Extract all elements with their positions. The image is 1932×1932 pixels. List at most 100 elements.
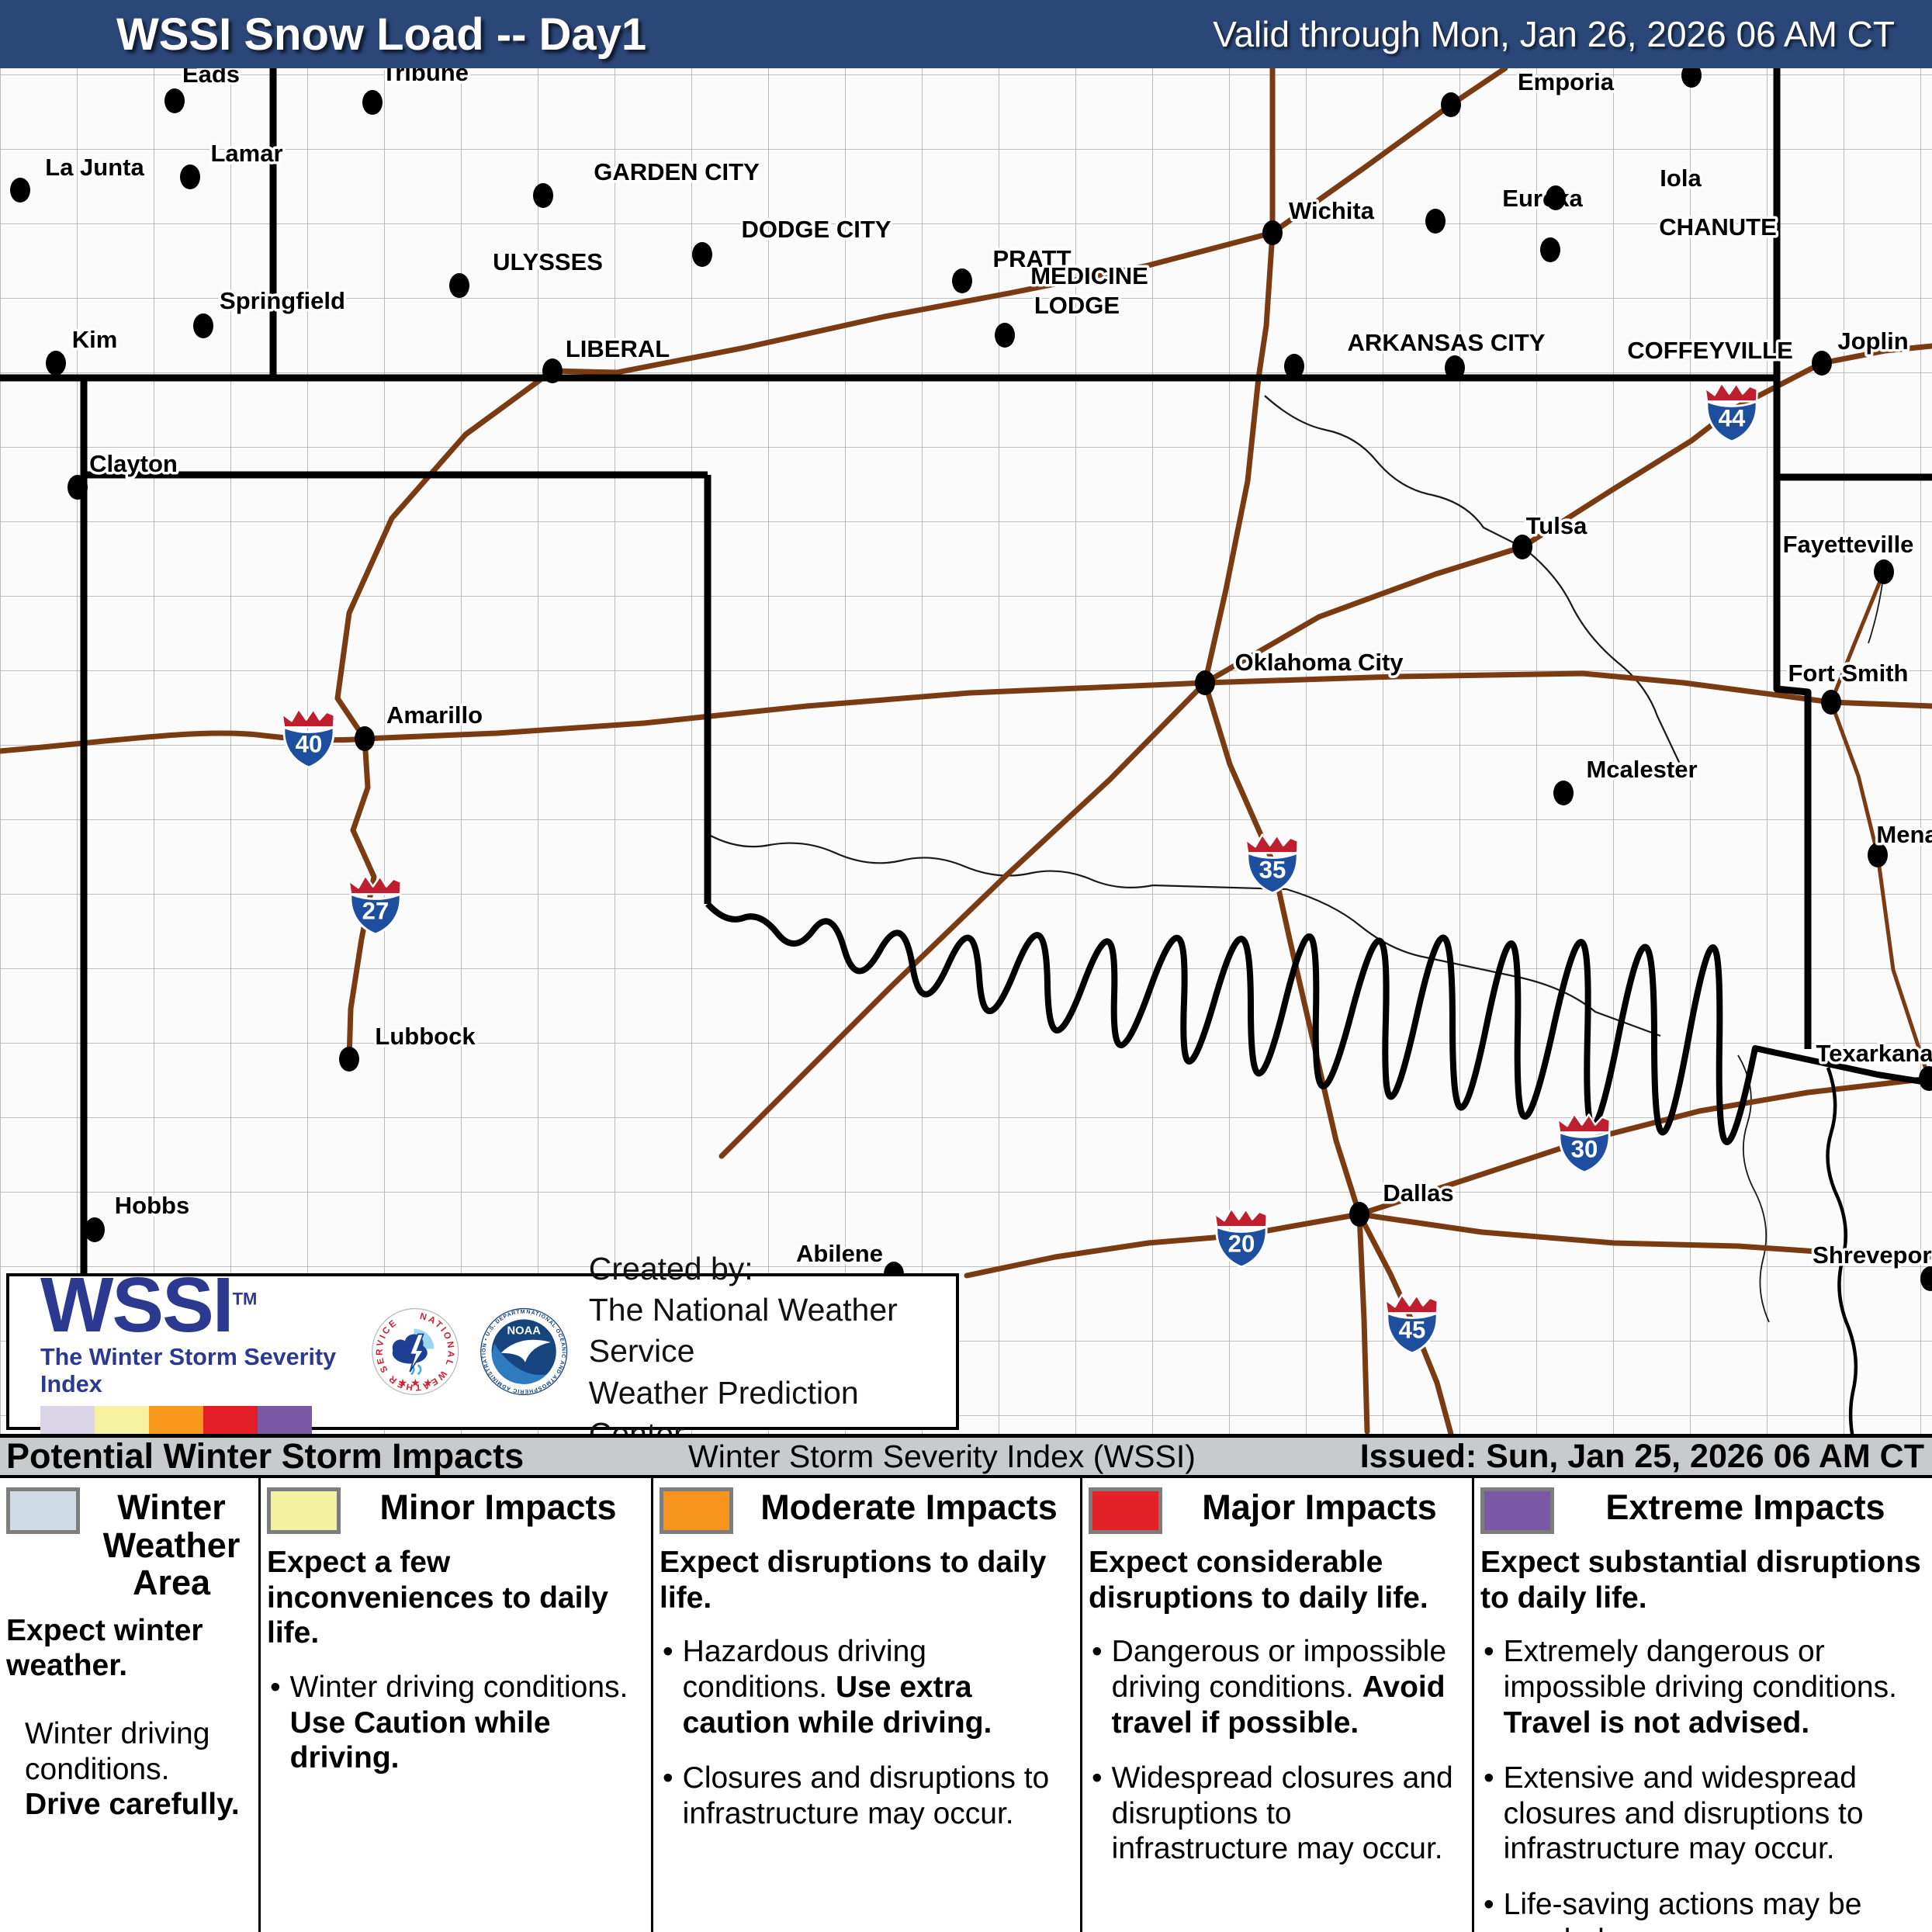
legend-bullet: • Closures and disruptions to infrastruct… (663, 1761, 1050, 1830)
title-bar: WSSI Snow Load -- Day1 Valid through Mon… (0, 0, 1932, 68)
city-markers: Eads Tribune La Junta Lamar Springfield Kim GA… (10, 68, 1932, 1291)
city-label: Clayton (89, 450, 178, 477)
city-label: Abilene (796, 1240, 883, 1267)
city-dot (542, 358, 563, 383)
legend-bullet: • Extensive and widespread closures and d… (1484, 1761, 1864, 1866)
city-label: Eureka (1502, 185, 1583, 212)
severity-strip-cell (258, 1406, 312, 1434)
city-label: Mena (1876, 821, 1932, 848)
svg-text:NOAA: NOAA (507, 1324, 542, 1337)
city-label: ULYSSES (493, 248, 603, 275)
city-dot (1262, 220, 1283, 245)
city-dot (1195, 670, 1215, 695)
interstate-shield-icon: 40 (281, 708, 336, 769)
legend-column-major-impacts: Major Impacts Expect considerable disrupt… (1080, 1478, 1472, 1932)
city-label: LODGE (1034, 292, 1120, 319)
svg-text:44: 44 (1719, 404, 1746, 431)
city-label: Hobbs (115, 1192, 189, 1219)
city-label: GARDEN CITY (594, 158, 760, 185)
wssi-index-label: Winter Storm Severity Index (WSSI) (688, 1438, 1196, 1474)
city-label: LIBERAL (566, 335, 670, 362)
legend-swatch-minor-impacts (267, 1487, 341, 1534)
city-dot (1540, 237, 1560, 262)
legend-column-moderate-impacts: Moderate Impacts Expect disruptions to da… (651, 1478, 1080, 1932)
legend-body: Expect a few inconveniences to daily lif… (267, 1545, 643, 1776)
interstate-shields: 40 27 35 44 20 30 45 (281, 382, 1759, 1355)
legend-heading: Minor Impacts (379, 1487, 617, 1527)
legend-body: Expect winter weather. Winter driving con… (6, 1613, 240, 1822)
legend-swatch-winter-weather-area (6, 1487, 80, 1534)
city-dot (1812, 351, 1832, 376)
city-label: Shreveport (1813, 1241, 1932, 1269)
city-dot (1512, 535, 1532, 559)
city-dot (995, 323, 1015, 348)
city-dot (1681, 68, 1702, 88)
svg-text:27: 27 (362, 897, 390, 924)
interstate-shield-icon: 35 (1245, 833, 1300, 895)
svg-text:45: 45 (1399, 1316, 1426, 1343)
legend-heading: Winter Weather Area (102, 1487, 241, 1603)
logo-box: WSSITM The Winter Storm Severity Index N… (6, 1251, 959, 1452)
city-dot (1425, 209, 1446, 234)
city-label: Fort Smith (1788, 660, 1909, 687)
nws-logo-icon: NATIONAL WEATHER SERVICE ★ ★ ★ (372, 1307, 459, 1396)
legend-bullet: •Life-saving actions may be needed. (1484, 1888, 1862, 1932)
city-label: Lubbock (375, 1023, 476, 1050)
city-label: COFFEYVILLE (1627, 337, 1793, 364)
city-label: Dallas (1383, 1179, 1453, 1207)
legend-bullet: • Widespread closures and disruptions to … (1092, 1761, 1453, 1866)
city-label: Eads (182, 68, 240, 88)
city-dot (10, 178, 30, 203)
city-label: Wichita (1289, 197, 1375, 224)
severity-strip-cell (40, 1406, 95, 1434)
city-label: Fayetteville (1783, 531, 1914, 558)
wssi-tagline: The Winter Storm Severity Index (40, 1344, 337, 1397)
legend-bullet: • Hazardous driving conditions. Use extra… (663, 1635, 992, 1740)
legend-heading: Major Impacts (1202, 1487, 1437, 1527)
city-label: CHANUTE (1659, 213, 1777, 241)
city-label: Joplin (1837, 327, 1908, 355)
severity-strip-cell (95, 1406, 149, 1434)
city-dot (692, 242, 712, 267)
legend-heading: Extreme Impacts (1605, 1487, 1885, 1527)
city-label: Amarillo (386, 701, 483, 729)
interstate-shield-icon: 30 (1556, 1113, 1612, 1174)
created-by-text: Created by: The National Weather Service… (589, 1248, 956, 1455)
interstate-shield-icon: 27 (348, 874, 403, 936)
city-dot (85, 1217, 105, 1242)
city-label: Iola (1660, 164, 1702, 192)
severity-strip-cell (203, 1406, 258, 1434)
city-dot (1919, 1066, 1932, 1091)
city-label: Emporia (1518, 68, 1615, 95)
legend-body: Expect considerable disruptions to daily… (1089, 1545, 1464, 1867)
city-label: Texarkana (1816, 1040, 1932, 1067)
interstate-shield-icon: 44 (1704, 382, 1759, 443)
city-label: Oklahoma City (1234, 649, 1404, 676)
legend-bullet: • Dangerous or impossible driving conditi… (1092, 1635, 1447, 1740)
city-label: Mcalester (1586, 756, 1697, 783)
legend-swatch-major-impacts (1089, 1487, 1162, 1534)
issued-bar: Potential Winter Storm Impacts Winter St… (0, 1434, 1932, 1478)
city-dot (355, 726, 375, 751)
interstate-shield-icon: 20 (1214, 1207, 1269, 1269)
city-dot (1821, 690, 1841, 715)
city-dot (193, 313, 213, 338)
city-dot (164, 88, 185, 113)
legend-swatch-extreme-impacts (1480, 1487, 1554, 1534)
city-dot (952, 268, 972, 293)
city-dot (1445, 355, 1465, 380)
city-dot (180, 164, 200, 189)
city-label: Tulsa (1526, 512, 1587, 539)
legend-bullet: • Extremely dangerous or impossible drivi… (1484, 1635, 1897, 1740)
svg-text:35: 35 (1259, 856, 1286, 883)
city-label: ARKANSAS CITY (1348, 329, 1546, 356)
severity-strip-cell (149, 1406, 203, 1434)
city-dot (1874, 559, 1894, 584)
wssi-logo: WSSITM The Winter Storm Severity Index (40, 1266, 351, 1434)
created-by-line: The National Weather Service (588, 1292, 898, 1369)
city-dot (1441, 92, 1461, 117)
city-dot (533, 183, 553, 208)
wssi-severity-strip (40, 1406, 351, 1434)
legend-swatch-moderate-impacts (660, 1487, 733, 1534)
